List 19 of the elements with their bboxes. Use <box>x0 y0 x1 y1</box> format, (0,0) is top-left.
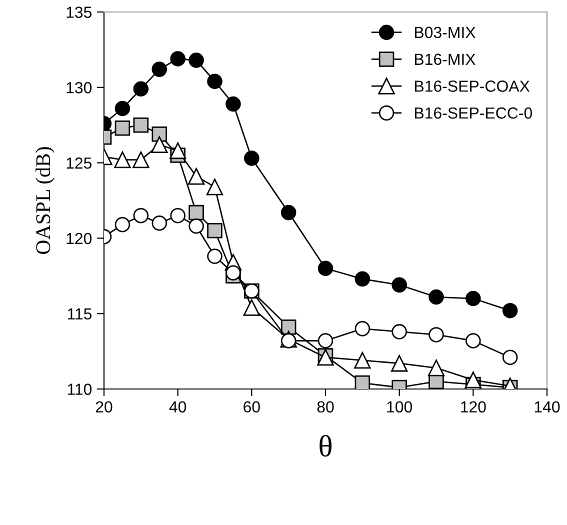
y-tick-label: 110 <box>68 384 92 395</box>
legend-label: B16-SEP-ECC-0 <box>414 107 532 119</box>
legend-label: B16-MIX <box>414 54 476 65</box>
y-tick-label: 130 <box>66 82 92 94</box>
x-tick-label: 100 <box>387 401 412 413</box>
legend-label: B16-SEP-COAX <box>414 80 530 92</box>
x-tick-label: 80 <box>317 401 334 413</box>
x-tick-label: 120 <box>461 401 486 413</box>
y-tick-label: 120 <box>66 232 92 244</box>
y-tick-label: 125 <box>66 157 92 169</box>
y-tick-label: 135 <box>66 6 92 18</box>
x-tick-label: 60 <box>244 401 260 413</box>
legend-label: B03-MIX <box>414 26 476 38</box>
x-tick-label: 140 <box>534 401 560 413</box>
x-axis-title: θ <box>320 434 332 457</box>
y-axis-title: OASPL (dB) <box>36 147 54 254</box>
y-tick-label: 115 <box>68 308 92 320</box>
x-tick-label: 20 <box>96 401 112 413</box>
x-tick-label: 40 <box>169 401 186 413</box>
